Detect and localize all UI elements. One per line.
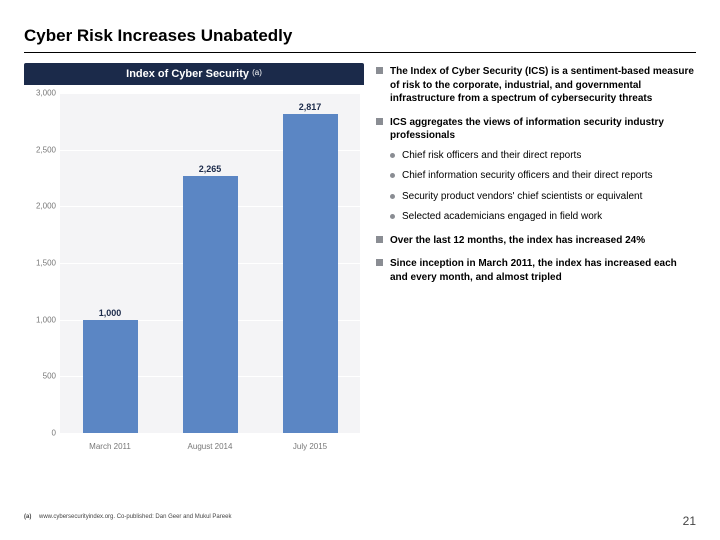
y-tick-label: 1,000 xyxy=(24,315,56,324)
bullet-text: The Index of Cyber Security (ICS) is a s… xyxy=(390,66,694,104)
footnote-ref: (a) xyxy=(24,514,31,520)
x-tick-label: July 2015 xyxy=(293,442,327,451)
grid-line xyxy=(60,93,360,94)
footnote: (a) www.cybersecurityindex.org. Co-publi… xyxy=(24,514,231,520)
bar-value-label: 2,817 xyxy=(299,102,322,112)
bar xyxy=(283,114,338,433)
slide-page: Cyber Risk Increases Unabatedly Index of… xyxy=(0,0,720,540)
page-number: 21 xyxy=(683,514,696,528)
sub-bullet-list: Chief risk officers and their direct rep… xyxy=(390,149,696,224)
y-tick-label: 2,000 xyxy=(24,202,56,211)
chart-box: 1,000 2,265 2,817 0 500 1,000 1,500 2,000 2,500… xyxy=(24,85,364,455)
chart-panel: Index of Cyber Security (a) 1,000 2,265 2,… xyxy=(24,63,364,455)
y-tick-label: 1,500 xyxy=(24,259,56,268)
sub-bullet-item: Security product vendors' chief scientis… xyxy=(390,190,696,204)
y-tick-label: 500 xyxy=(24,372,56,381)
text-panel: The Index of Cyber Security (ICS) is a s… xyxy=(376,63,696,455)
bar-value-label: 2,265 xyxy=(199,164,222,174)
bullet-item: Since inception in March 2011, the index… xyxy=(376,257,696,284)
sub-bullet-item: Selected academicians engaged in field w… xyxy=(390,210,696,224)
bar xyxy=(183,176,238,433)
x-tick-label: August 2014 xyxy=(188,442,233,451)
page-title: Cyber Risk Increases Unabatedly xyxy=(24,26,696,53)
bar xyxy=(83,320,138,433)
content-row: Index of Cyber Security (a) 1,000 2,265 2,… xyxy=(24,63,696,455)
bullet-item: Over the last 12 months, the index has i… xyxy=(376,234,696,248)
bullet-text: Over the last 12 months, the index has i… xyxy=(390,235,645,246)
plot-area: 1,000 2,265 2,817 xyxy=(60,93,360,433)
y-tick-label: 2,500 xyxy=(24,145,56,154)
bullet-item: ICS aggregates the views of information … xyxy=(376,116,696,224)
bullet-text: Since inception in March 2011, the index… xyxy=(390,258,677,283)
footnote-text: www.cybersecurityindex.org. Co-published… xyxy=(39,514,231,520)
bullet-list: The Index of Cyber Security (ICS) is a s… xyxy=(376,65,696,284)
sub-bullet-item: Chief information security officers and … xyxy=(390,169,696,183)
chart-header-note-ref: (a) xyxy=(252,68,262,77)
bar-value-label: 1,000 xyxy=(99,308,122,318)
y-tick-label: 3,000 xyxy=(24,89,56,98)
sub-bullet-item: Chief risk officers and their direct rep… xyxy=(390,149,696,163)
chart-header: Index of Cyber Security (a) xyxy=(24,63,364,85)
chart-header-text: Index of Cyber Security xyxy=(126,68,249,80)
y-tick-label: 0 xyxy=(24,429,56,438)
bullet-text: ICS aggregates the views of information … xyxy=(390,117,664,142)
bullet-item: The Index of Cyber Security (ICS) is a s… xyxy=(376,65,696,106)
x-tick-label: March 2011 xyxy=(89,442,131,451)
